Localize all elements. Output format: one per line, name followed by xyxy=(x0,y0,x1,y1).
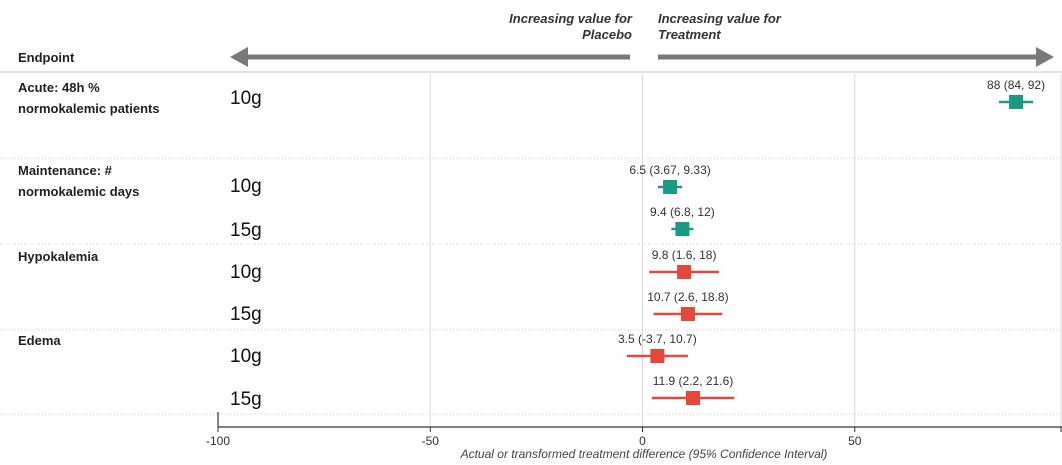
estimate-label: 3.5 (-3.7, 10.7) xyxy=(618,332,697,346)
treatment-direction-label-line1: Increasing value for xyxy=(658,11,782,26)
point-estimate xyxy=(1009,95,1024,109)
estimate-label: 10.7 (2.6, 18.8) xyxy=(647,290,728,304)
estimate-label: 6.5 (3.67, 9.33) xyxy=(629,163,710,177)
treatment-direction-arrow xyxy=(658,47,1054,67)
group-acute-name-line1: Acute: 48h % xyxy=(18,80,100,95)
placebo-direction-label-line1: Increasing value for xyxy=(509,11,633,26)
x-tick-label: -50 xyxy=(422,434,440,448)
point-estimate xyxy=(675,222,690,236)
endpoint-column-header: Endpoint xyxy=(18,50,75,65)
estimate-label: 11.9 (2.2, 21.6) xyxy=(653,374,734,388)
estimate-label: 9.8 (1.6, 18) xyxy=(652,248,717,262)
group-separators xyxy=(0,157,1062,415)
estimate-marks: 88 (84, 92) 6.5 (3.67, 9.33) 9.4 (6.8, 12)… xyxy=(618,78,1045,405)
group-hypokalemia-name: Hypokalemia xyxy=(18,249,99,264)
x-axis-ticks: -100-50050100 xyxy=(206,427,1062,448)
x-tick-label: -100 xyxy=(206,434,230,448)
estimate-label: 9.4 (6.8, 12) xyxy=(650,205,715,219)
placebo-direction-arrow xyxy=(230,47,630,67)
treatment-direction-label-line2: Treatment xyxy=(658,27,721,42)
dose-label-maintenance-10g: 10g xyxy=(230,176,262,197)
point-estimate xyxy=(663,180,678,194)
point-estimate xyxy=(686,391,701,405)
dose-label-hypokalemia-15g: 15g xyxy=(230,304,262,325)
point-estimate xyxy=(677,265,692,279)
point-estimate xyxy=(680,307,695,321)
dose-label-hypokalemia-10g: 10g xyxy=(230,262,262,283)
x-tick-label: 0 xyxy=(639,434,646,448)
group-maintenance-name-line1: Maintenance: # xyxy=(18,163,113,178)
group-maintenance-name-line2: normokalemic days xyxy=(18,184,139,199)
vertical-gridlines xyxy=(429,74,1062,427)
dose-label-edema-15g: 15g xyxy=(230,389,262,410)
dose-label-maintenance-15g: 15g xyxy=(230,220,262,241)
group-acute-name-line2: normokalemic patients xyxy=(18,101,160,116)
placebo-direction-label-line2: Placebo xyxy=(582,27,632,42)
dose-label-acute-10g: 10g xyxy=(230,88,262,109)
dose-label-edema-10g: 10g xyxy=(230,346,262,367)
point-estimate xyxy=(650,349,665,363)
estimate-label: 88 (84, 92) xyxy=(987,78,1045,92)
x-tick-label: 50 xyxy=(848,434,862,448)
group-edema-name: Edema xyxy=(18,333,61,348)
x-axis-label: Actual or transformed treatment differen… xyxy=(460,447,828,461)
